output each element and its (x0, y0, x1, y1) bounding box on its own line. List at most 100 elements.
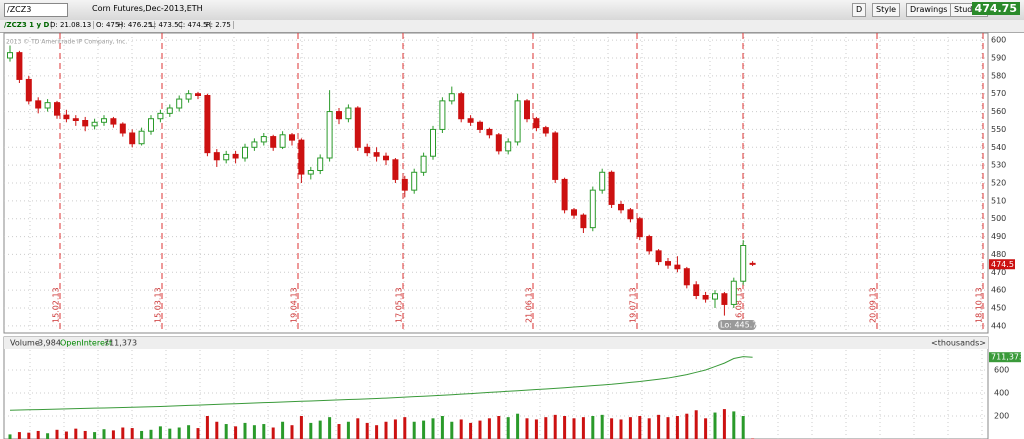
candle-body (730, 280, 737, 305)
volume-bar (187, 425, 191, 439)
candle-body (411, 171, 418, 191)
oi-title: OpenInterest (60, 339, 112, 348)
candle-body (514, 100, 521, 143)
candle-body (279, 134, 286, 148)
volume-bar (74, 428, 78, 439)
copyright: 2013 © TD Ameritrade IP Company, Inc. (6, 39, 127, 46)
volume-bar (506, 417, 510, 439)
candle-body (223, 153, 230, 161)
volume-bar (158, 426, 162, 439)
candle-body (458, 93, 465, 120)
volume-bar (572, 418, 576, 439)
volume-bar (83, 430, 87, 439)
candle-body (298, 139, 305, 175)
candle-body (608, 171, 615, 205)
candle-body (7, 52, 13, 59)
units: <thousands> (931, 339, 986, 348)
candle-body (25, 78, 32, 102)
y-tick-label: 560 (991, 107, 1006, 116)
volume-bar (638, 416, 642, 439)
y-tick-label: 530 (991, 161, 1006, 170)
header-item: O: 475 (94, 21, 123, 29)
volume-bar (553, 414, 557, 439)
candle-body (740, 245, 747, 282)
volume-bar (281, 421, 285, 439)
candle-body (63, 114, 70, 120)
candle-body (683, 268, 690, 286)
y-tick-label: 400 (994, 389, 1009, 398)
y-tick-label: 520 (991, 179, 1006, 188)
volume-bar (534, 419, 538, 439)
candle-body (533, 118, 540, 129)
y-tick-label: 450 (991, 304, 1006, 313)
candle-body (336, 111, 342, 120)
candle-body (270, 136, 277, 148)
y-tick-label: 570 (991, 89, 1006, 98)
candle-body (401, 178, 408, 191)
y-tick-label: 480 (991, 250, 1006, 259)
volume-bar (422, 420, 426, 439)
volume-bar (205, 416, 209, 439)
candle-body (364, 146, 371, 154)
candle-body (148, 118, 154, 132)
y-tick-label: 440 (991, 321, 1006, 330)
candle-body (524, 100, 530, 120)
candle-body (702, 295, 709, 300)
candle-body (712, 293, 718, 300)
candle-body (599, 171, 606, 191)
period-button[interactable]: D (852, 3, 867, 17)
volume-title: Volume (10, 339, 40, 348)
candle-body (392, 159, 399, 180)
price-label: 474.5 (991, 260, 1014, 269)
volume-bar (299, 416, 303, 439)
candle-body (326, 111, 333, 159)
candle-body (195, 93, 201, 97)
volume-bar (722, 409, 726, 439)
volume-bar (581, 417, 585, 439)
oi-text: 711,373 (104, 339, 137, 348)
low-label: Lo: 445.75 (720, 321, 762, 330)
y-tick-label: 580 (991, 71, 1006, 80)
header-item: L: 473.5 (148, 21, 182, 29)
volume-bar (685, 413, 689, 439)
header-item: D: 21.08.13 (48, 21, 95, 29)
candle-body (54, 102, 60, 116)
volume-bar (459, 419, 463, 439)
oi-badge (989, 352, 1021, 363)
candle-body (636, 218, 643, 238)
style-button[interactable]: Style (872, 3, 901, 17)
volume-bar (130, 428, 134, 439)
symbol-input[interactable]: /ZCZ3 (4, 3, 68, 17)
volume-bar (713, 412, 717, 439)
toolbar: /ZCZ3 Corn Futures,Dec-2013,ETH D Style … (0, 0, 1024, 21)
volume-bar (403, 417, 407, 439)
volume-bar (243, 422, 247, 439)
volume-bar (704, 418, 708, 439)
volume-bar (328, 417, 332, 439)
candle-body (561, 178, 568, 211)
candle-body (251, 141, 258, 148)
volume-bar (290, 425, 294, 439)
description: Corn Futures,Dec-2013,ETH (92, 4, 203, 13)
candle-body (317, 157, 324, 171)
y-tick-label: 500 (991, 214, 1006, 223)
volume-bar (647, 418, 651, 439)
volume-bar (36, 430, 40, 439)
volume-bar (27, 432, 31, 439)
candle-body (674, 264, 681, 270)
volume-panel (3, 336, 989, 439)
volume-bar (64, 431, 68, 439)
candle-body (373, 152, 380, 157)
volume-bar (271, 427, 275, 439)
volume-bar (309, 422, 313, 439)
candle-body (505, 141, 512, 152)
volume-bar (102, 429, 106, 439)
volume-bar (375, 425, 379, 439)
volume-bar (469, 422, 473, 439)
volume-bar (657, 414, 661, 439)
candle-body (110, 118, 117, 125)
volume-bar (666, 417, 670, 439)
volume-bar (619, 419, 623, 439)
